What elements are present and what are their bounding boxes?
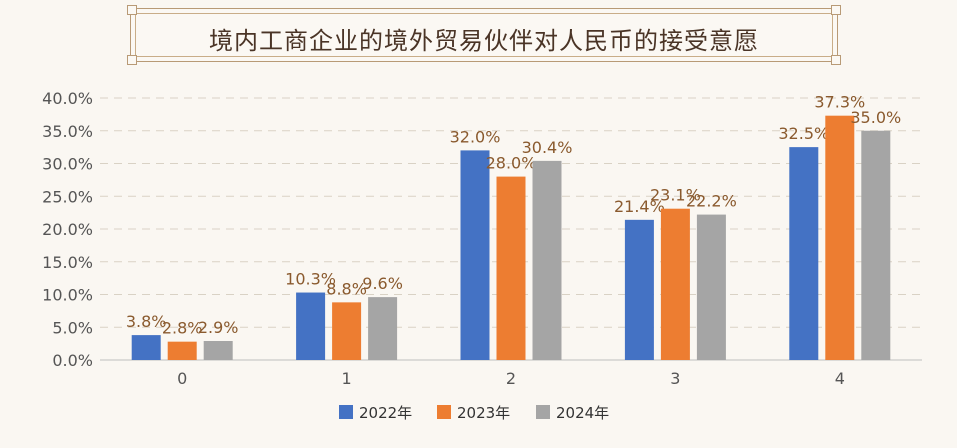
legend-label: 2022年 [359,404,412,422]
data-label: 32.5% [778,124,829,143]
bar-2022年 [296,292,326,360]
data-label: 21.4% [614,197,665,216]
bar-2023年 [496,176,526,360]
x-tick-label: 4 [835,369,845,388]
y-tick-label: 0.0% [52,351,93,370]
data-label: 2.8% [162,319,203,338]
bar-2023年 [825,115,855,360]
y-tick-label: 20.0% [42,220,93,239]
x-tick-label: 2 [506,369,516,388]
bar-2022年 [460,150,490,360]
data-label: 2.9% [198,318,239,337]
legend-swatch [339,405,353,419]
y-tick-label: 30.0% [42,155,93,174]
data-label: 8.8% [326,279,367,298]
bar-2024年 [696,214,726,360]
y-tick-label: 25.0% [42,187,93,206]
legend-swatch [437,405,451,419]
frame-corner-ornament [127,55,137,65]
data-label: 35.0% [850,108,901,127]
y-tick-label: 5.0% [52,318,93,337]
data-label: 28.0% [486,154,537,173]
data-label: 37.3% [814,93,865,112]
chart-title-frame: 境内工商企业的境外贸易伙伴对人民币的接受意愿 [127,5,841,65]
data-label: 22.2% [686,192,737,211]
frame-corner-ornament [127,5,137,15]
bar-2023年 [167,341,197,360]
x-tick-label: 3 [670,369,680,388]
bar-2024年 [861,130,891,360]
chart-title: 境内工商企业的境外贸易伙伴对人民币的接受意愿 [209,27,759,55]
bar-2023年 [660,208,690,360]
frame-corner-ornament [831,5,841,15]
bar-2024年 [203,341,233,360]
data-label: 30.4% [522,138,573,157]
bar-2022年 [624,219,654,360]
bar-2024年 [532,160,562,360]
legend-label: 2023年 [457,404,510,422]
legend-swatch [536,405,550,419]
bar-2022年 [789,147,819,360]
y-tick-label: 15.0% [42,253,93,272]
title-inner-border [135,13,833,57]
data-label: 23.1% [650,186,701,205]
y-tick-label: 40.0% [42,89,93,108]
x-tick-label: 1 [342,369,352,388]
y-tick-label: 10.0% [42,286,93,305]
x-tick-label: 0 [177,369,187,388]
data-label: 3.8% [126,312,167,331]
data-label: 32.0% [450,127,501,146]
bar-2023年 [332,302,362,360]
bar-2022年 [131,335,161,360]
legend-label: 2024年 [556,404,609,422]
bar-2024年 [368,297,398,360]
frame-corner-ornament [831,55,841,65]
y-tick-label: 35.0% [42,122,93,141]
data-label: 10.3% [285,270,336,289]
data-label: 9.6% [362,274,403,293]
